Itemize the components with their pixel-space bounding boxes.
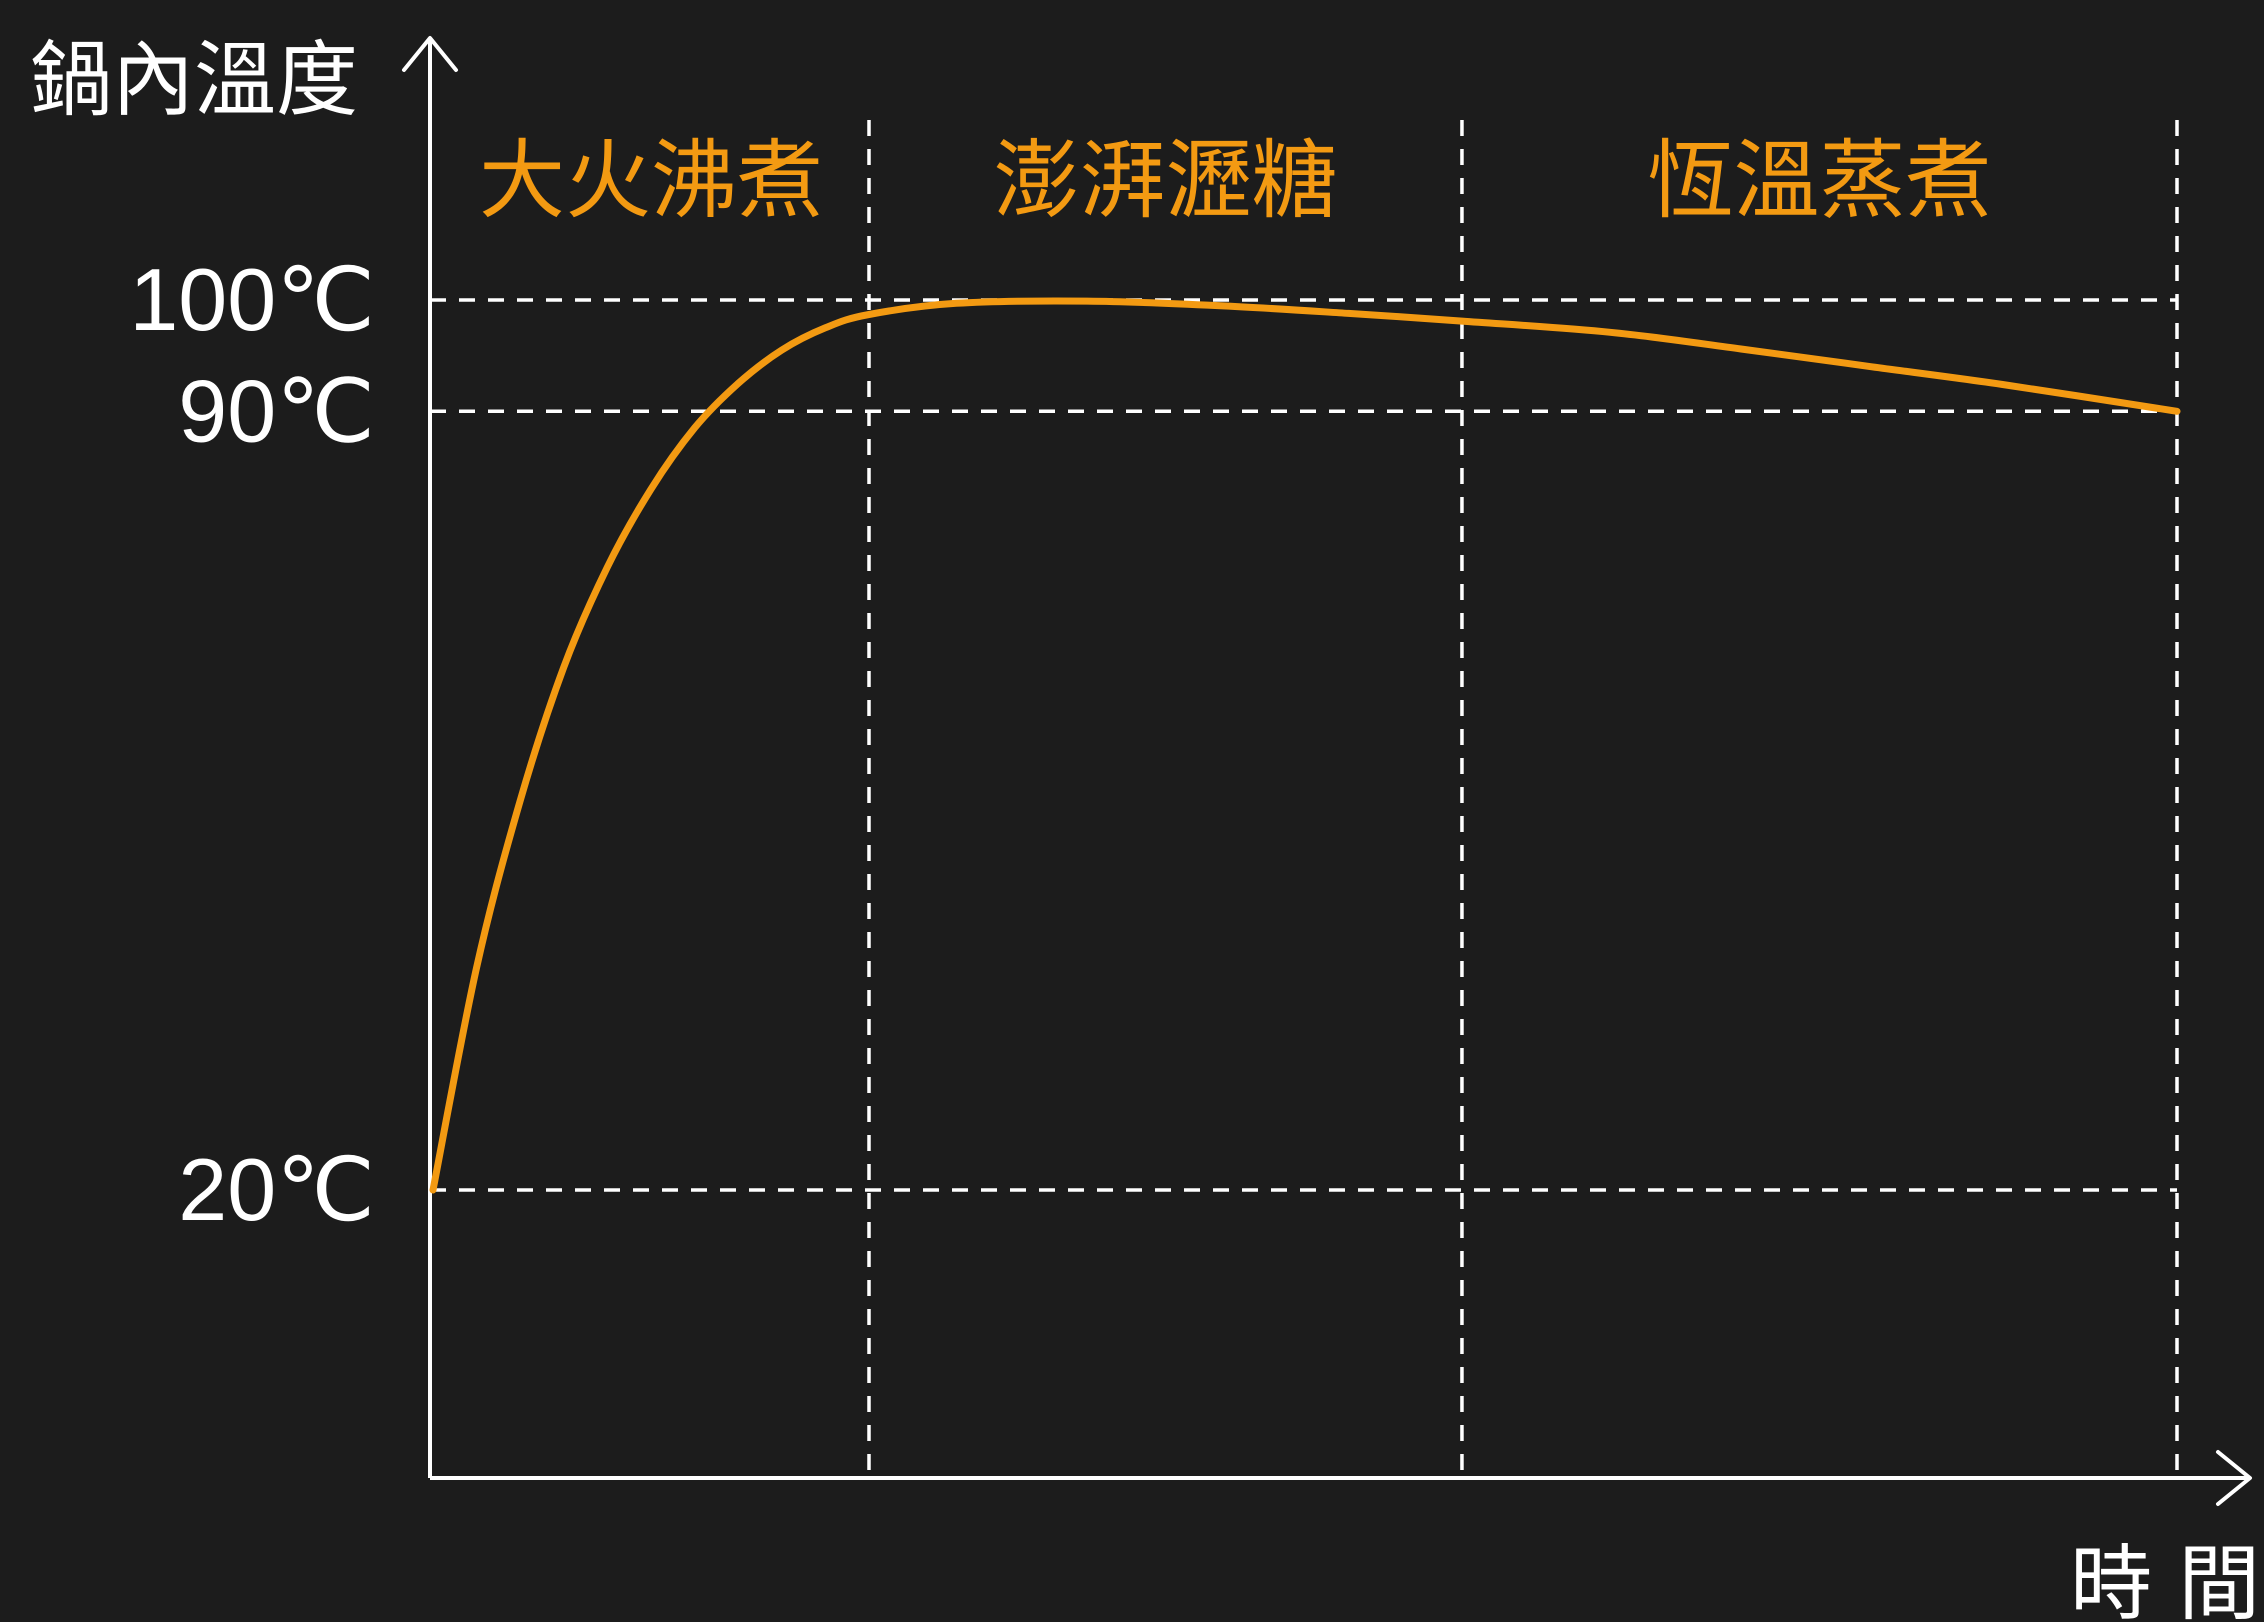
y-axis-label: 鍋內溫度	[30, 33, 358, 128]
axes	[402, 36, 2252, 1506]
y-axis-arrow-icon	[402, 36, 458, 72]
phase-label: 恆溫蒸煮	[1647, 131, 1991, 231]
labels: 鍋內溫度 時 間	[30, 33, 2260, 1622]
x-axis-label: 時 間	[2070, 1537, 2260, 1622]
tick-labels: 100℃ 90℃ 20℃	[129, 250, 375, 1239]
phase-labels: 大火沸煮 澎湃瀝糖 恆溫蒸煮	[479, 131, 1991, 231]
temperature-curve	[429, 297, 2181, 1194]
x-axis-arrow-icon	[2216, 1450, 2252, 1506]
guide-lines	[430, 120, 2179, 1478]
phase-label: 澎湃瀝糖	[993, 131, 1337, 231]
y-tick-label: 20℃	[178, 1140, 375, 1239]
phase-label: 大火沸煮	[479, 131, 823, 231]
y-tick-label: 90℃	[178, 361, 375, 460]
y-tick-label: 100℃	[129, 250, 375, 349]
